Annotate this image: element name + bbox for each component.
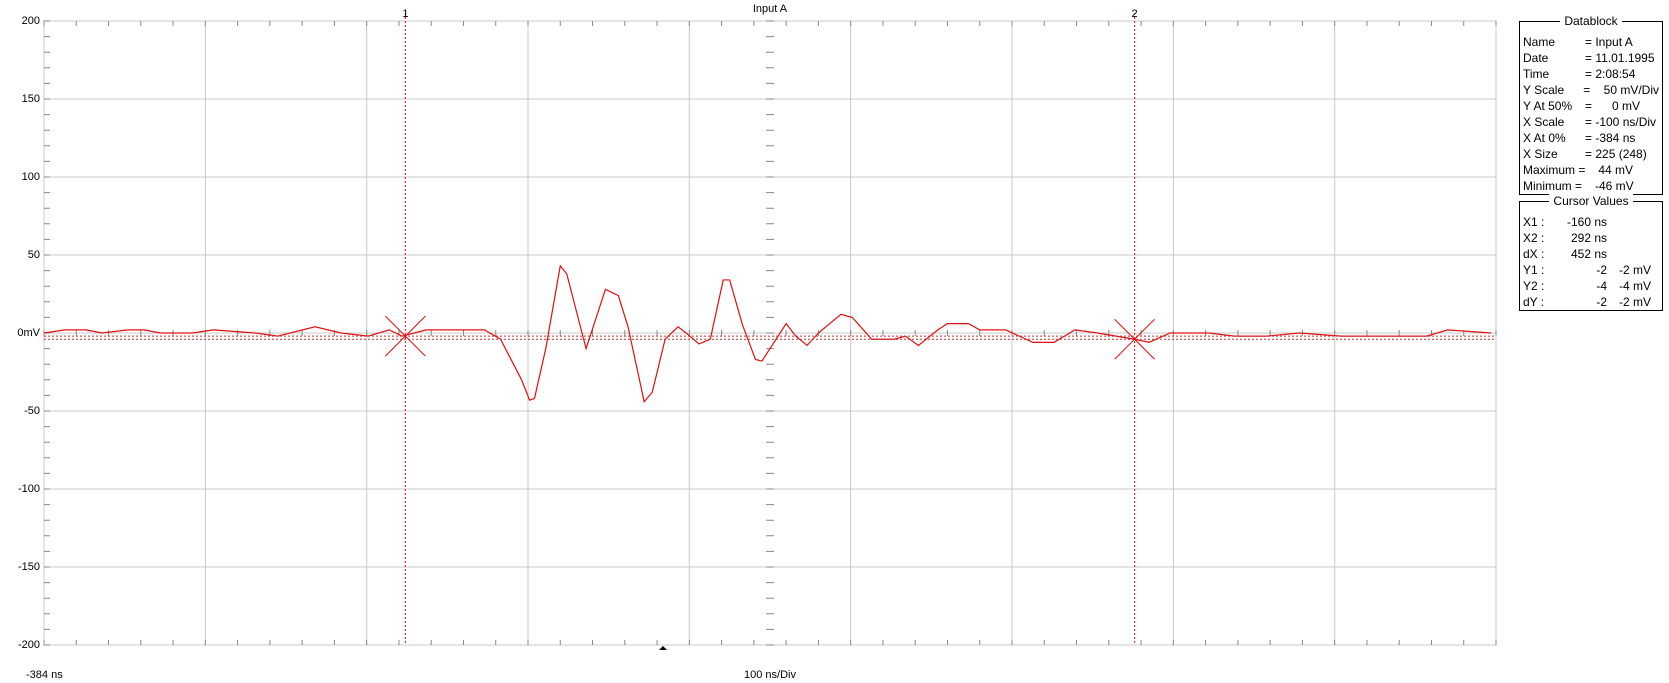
- panel-cell: Y At 50%: [1523, 99, 1573, 113]
- panel-row: Date = 11.01.1995: [1523, 50, 1659, 66]
- panel-cell: Y1 :: [1523, 263, 1545, 277]
- chart: Input A -384 ns 100 ns/Div -200 -150 -100 -…: [17, 3, 1497, 681]
- panel-row: Time = 2:08:54: [1523, 66, 1659, 82]
- cursor-cross: [1114, 318, 1155, 360]
- panel-row: Y Scale = 50 mV/Div: [1523, 82, 1659, 98]
- panel-row: dY : -2 -2 mV: [1523, 294, 1659, 310]
- panel-cell: X Size: [1523, 147, 1558, 161]
- y-tick-label: 150: [22, 93, 40, 105]
- panel-cell: 44 mV: [1585, 163, 1634, 177]
- y-tick-label: -50: [24, 405, 40, 417]
- minor-ticks: [43, 20, 1497, 646]
- panel-title: Cursor Values: [1549, 194, 1633, 208]
- trigger-marker: [659, 646, 667, 650]
- datablock-panel: Datablock Name = Input A Date = 11.01.1995 T…: [1519, 14, 1663, 195]
- panel-cell: 452 ns: [1570, 247, 1607, 261]
- cursor-label: 2: [1132, 8, 1138, 20]
- panel-cell: X2 :: [1523, 231, 1545, 245]
- panel-cell: Time: [1523, 67, 1550, 81]
- y-tick-label: -200: [18, 639, 40, 651]
- panel-row: X Size = 225 (248): [1523, 146, 1659, 162]
- panel-cell: dX :: [1523, 247, 1545, 261]
- panel-cell: = 50 mV/Div: [1583, 83, 1659, 97]
- panel-cell: = 225 (248): [1585, 147, 1647, 161]
- panel-cell: = 11.01.1995: [1585, 51, 1655, 65]
- y-tick-label: 50: [28, 249, 40, 261]
- cursor-label: 1: [402, 8, 408, 20]
- y-tick-label: 200: [22, 15, 40, 27]
- panel-cell: Maximum =: [1523, 163, 1586, 177]
- panel-cell: -4: [1596, 279, 1607, 293]
- y-tick-label: -150: [18, 561, 40, 573]
- panel-cell: = -384 ns: [1585, 131, 1636, 145]
- panel-cell: -2: [1596, 295, 1607, 309]
- chart-title: Input A: [753, 3, 788, 15]
- panel-cell: X1 :: [1523, 215, 1545, 229]
- x-scale-label: 100 ns/Div: [744, 669, 796, 681]
- panel-row: X2 : 292 ns: [1523, 230, 1659, 246]
- panel-row: X Scale = -100 ns/Div: [1523, 114, 1659, 130]
- cursor-cross: [385, 315, 426, 357]
- panel-cell: -2: [1596, 263, 1607, 277]
- panel-cell: 292 ns: [1570, 231, 1607, 245]
- panel-row: dX : 452 ns: [1523, 246, 1659, 262]
- panel-title: Datablock: [1560, 14, 1622, 28]
- panel-row: Minimum = -46 mV: [1523, 178, 1659, 194]
- panel-cell: = Input A: [1585, 35, 1633, 49]
- panel-cell: X At 0%: [1523, 131, 1566, 145]
- panel-row: Maximum = 44 mV: [1523, 162, 1659, 178]
- panel-cell: Y Scale: [1523, 83, 1565, 97]
- panel-cell: X Scale: [1523, 115, 1565, 129]
- panel-cell: -2 mV: [1618, 295, 1651, 309]
- x-start-label: -384 ns: [26, 669, 63, 681]
- y-tick-label: 100: [22, 171, 40, 183]
- y-tick-label: -100: [18, 483, 40, 495]
- panel-cell: -160 ns: [1566, 215, 1607, 229]
- panel-cell: dY :: [1523, 295, 1545, 309]
- panel-cell: -4 mV: [1618, 279, 1651, 293]
- y-tick-label: 0mV: [17, 327, 40, 339]
- panel-cell: = 2:08:54: [1585, 67, 1636, 81]
- panel-row: Y1 : -2 -2 mV: [1523, 262, 1659, 278]
- panel-row: Y At 50% = 0 mV: [1523, 98, 1659, 114]
- panel-cell: Minimum =: [1523, 179, 1583, 193]
- panel-cell: Y2 :: [1523, 279, 1545, 293]
- cursor-values-panel: Cursor Values X1 : -160 ns X2 : 292 ns dX : 4…: [1519, 194, 1663, 311]
- panel-row: X1 : -160 ns: [1523, 214, 1659, 230]
- panel-cell: Date: [1523, 51, 1549, 65]
- panel-cell: Name: [1523, 35, 1556, 49]
- panel-cell: = 0 mV: [1585, 99, 1641, 113]
- panel-row: Name = Input A: [1523, 34, 1659, 50]
- panel-cell: -46 mV: [1585, 179, 1634, 193]
- trace: [43, 264, 1492, 403]
- panel-cell: -2 mV: [1618, 263, 1651, 277]
- panel-row: Y2 : -4 -4 mV: [1523, 278, 1659, 294]
- panel-cell: = -100 ns/Div: [1585, 115, 1657, 129]
- panel-row: X At 0% = -384 ns: [1523, 130, 1659, 146]
